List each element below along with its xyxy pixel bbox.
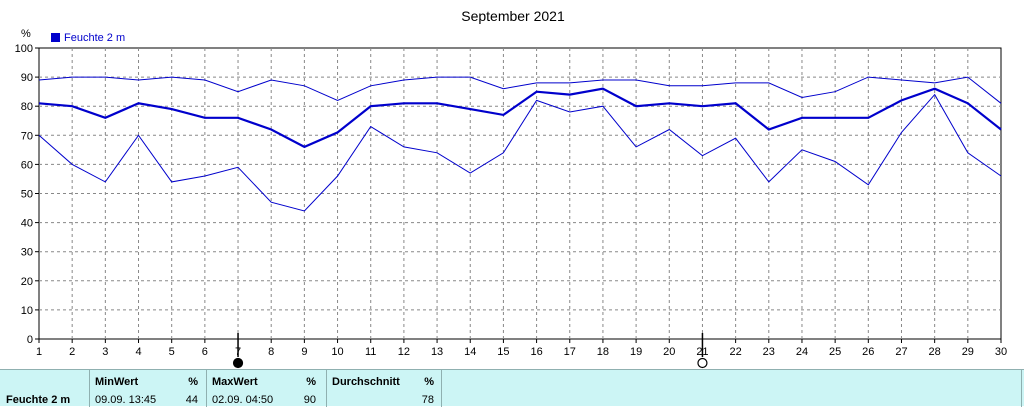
stats-avg-column: Durchschnitt % 78 bbox=[327, 370, 442, 407]
x-tick-label: 20 bbox=[663, 346, 675, 358]
x-tick-label: 24 bbox=[796, 346, 808, 358]
full-moon-icon bbox=[697, 357, 708, 369]
stats-label-column: Feuchte 2 m bbox=[0, 370, 90, 407]
x-tick-label: 29 bbox=[962, 346, 974, 358]
y-tick-label: 70 bbox=[21, 130, 33, 142]
x-tick-label: 1 bbox=[36, 346, 42, 358]
legend-swatch bbox=[51, 33, 60, 42]
humidity-chart: September 2021 % Feuchte 2 m 01020304050… bbox=[15, 8, 1007, 369]
min-time: 09.09. 13:45 bbox=[95, 394, 157, 406]
x-tick-label: 6 bbox=[202, 346, 208, 358]
y-tick-label: 30 bbox=[21, 247, 33, 259]
series-lines bbox=[38, 76, 1002, 212]
y-tick-label: 20 bbox=[21, 276, 33, 288]
x-tick-label: 30 bbox=[995, 346, 1007, 358]
y-tick-label: 40 bbox=[21, 218, 33, 230]
x-tick-label: 8 bbox=[268, 346, 274, 358]
x-tick-label: 25 bbox=[829, 346, 841, 358]
y-tick-label: 0 bbox=[27, 334, 33, 346]
x-tick-label: 27 bbox=[895, 346, 907, 358]
x-tick-label: 11 bbox=[365, 346, 376, 358]
max-header: MaxWert bbox=[212, 376, 258, 388]
legend-label: Feuchte 2 m bbox=[64, 32, 125, 44]
x-tick-label: 26 bbox=[862, 346, 874, 358]
x-tick-label: 5 bbox=[169, 346, 175, 358]
x-tick-label: 16 bbox=[530, 346, 542, 358]
x-tick-label: 22 bbox=[729, 346, 741, 358]
min-value: 44 bbox=[185, 394, 198, 406]
min-header: MinWert bbox=[95, 376, 139, 388]
max-time: 02.09. 04:50 bbox=[212, 394, 274, 406]
stats-min-column: MinWert % 09.09. 13:45 44 bbox=[90, 370, 207, 407]
stats-empty-column bbox=[442, 370, 1022, 407]
y-tick-label: 60 bbox=[21, 159, 33, 171]
y-tick-label: 10 bbox=[21, 305, 33, 317]
x-axis-ticks: 1234567891011121314151617181920212223242… bbox=[36, 339, 1007, 358]
y-tick-label: 50 bbox=[21, 189, 33, 201]
y-axis-ticks: 0 10 20 30 40 50 60 70 80 90 100 bbox=[15, 43, 39, 346]
series-line-mean bbox=[38, 87, 1002, 149]
x-tick-label: 19 bbox=[630, 346, 642, 358]
x-tick-label: 3 bbox=[102, 346, 108, 358]
x-tick-label: 23 bbox=[763, 346, 775, 358]
y-axis-unit: % bbox=[21, 28, 31, 40]
x-tick-label: 12 bbox=[398, 346, 410, 358]
series-line-max bbox=[38, 76, 1002, 104]
x-tick-label: 14 bbox=[464, 346, 476, 358]
stats-max-column: MaxWert % 02.09. 04:50 90 bbox=[207, 370, 327, 407]
x-tick-label: 15 bbox=[497, 346, 509, 358]
x-tick-label: 17 bbox=[564, 346, 576, 358]
stats-row-label: Feuchte 2 m bbox=[6, 394, 71, 406]
stats-panel: Feuchte 2 m MinWert % 09.09. 13:45 44 Ma… bbox=[0, 369, 1024, 407]
avg-unit: % bbox=[424, 376, 434, 388]
x-tick-label: 28 bbox=[929, 346, 941, 358]
avg-value: 78 bbox=[421, 394, 434, 406]
x-tick-label: 10 bbox=[331, 346, 343, 358]
x-tick-label: 9 bbox=[301, 346, 307, 358]
y-tick-label: 90 bbox=[21, 72, 33, 84]
grid-lines bbox=[39, 48, 1001, 339]
min-unit: % bbox=[188, 376, 198, 388]
x-tick-label: 4 bbox=[135, 346, 141, 358]
series-line-min bbox=[38, 93, 1002, 212]
avg-header: Durchschnitt bbox=[332, 376, 400, 388]
x-tick-label: 2 bbox=[69, 346, 75, 358]
chart-title: September 2021 bbox=[461, 8, 565, 24]
y-tick-label: 100 bbox=[15, 43, 33, 55]
y-tick-label: 80 bbox=[21, 101, 33, 113]
max-unit: % bbox=[306, 376, 316, 388]
new-moon-icon bbox=[232, 357, 244, 369]
max-value: 90 bbox=[303, 394, 316, 406]
moon-markers bbox=[232, 333, 708, 369]
x-tick-label: 18 bbox=[597, 346, 609, 358]
x-tick-label: 13 bbox=[431, 346, 443, 358]
